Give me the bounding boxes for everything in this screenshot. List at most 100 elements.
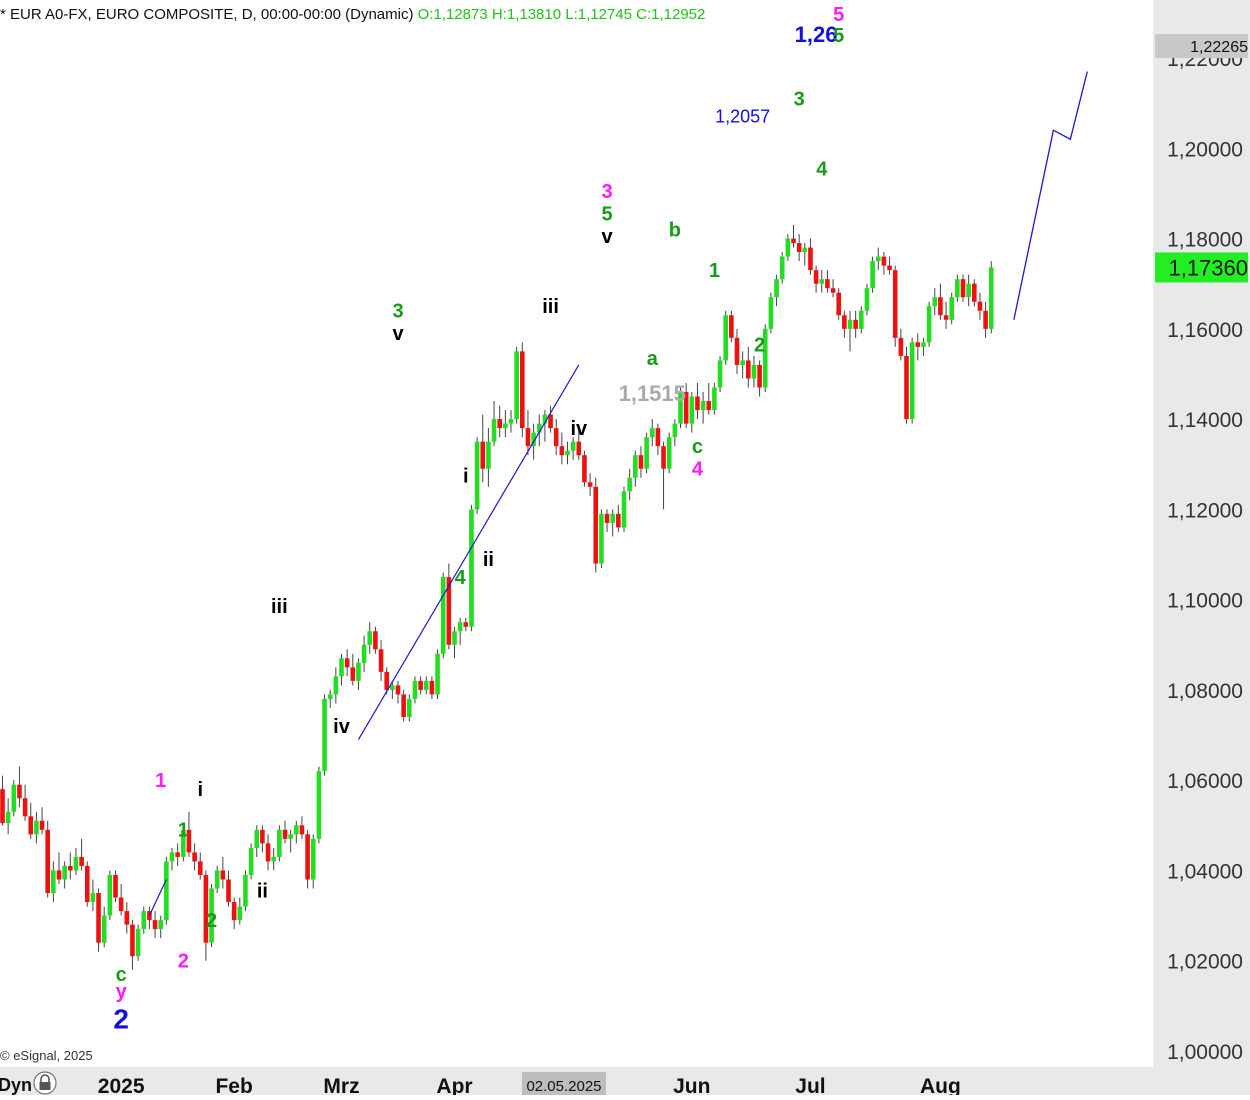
candle-up	[181, 829, 186, 857]
candle-down	[186, 829, 192, 853]
candle-down	[68, 865, 73, 871]
candle-up	[955, 279, 960, 298]
candle-up	[237, 906, 243, 921]
wave-label: 5	[601, 203, 612, 225]
candle-up	[932, 297, 938, 307]
candle-down	[593, 486, 599, 564]
trendline	[357, 364, 580, 740]
wave-label: iii	[542, 296, 559, 318]
wave-label: c	[692, 436, 703, 458]
candle-down	[830, 288, 836, 293]
candle-down	[418, 680, 423, 690]
candle-down	[22, 798, 28, 817]
candle-up	[367, 631, 373, 645]
price-axis: 1,220001,200001,180001,160001,140001,120…	[1155, 34, 1248, 1064]
candle-up	[435, 653, 440, 695]
candle-up	[164, 861, 169, 921]
candle-up	[135, 929, 141, 957]
wave-label: 1	[178, 820, 189, 842]
candle-down	[616, 513, 621, 528]
candle-down	[960, 279, 966, 298]
candle-down	[220, 870, 226, 880]
candle-down	[350, 667, 356, 681]
candle-down	[429, 680, 435, 695]
time-tick-label: Jul	[795, 1075, 825, 1095]
candle-down	[192, 852, 197, 862]
candle-down	[113, 874, 118, 898]
candle-up	[412, 680, 418, 699]
candle-up	[678, 392, 683, 424]
candle-up	[361, 644, 367, 663]
candle-up	[316, 771, 322, 839]
candle-down	[118, 897, 124, 912]
candle-up	[169, 852, 175, 862]
candle-up	[774, 279, 779, 298]
candle-up	[271, 856, 276, 862]
candle-down	[853, 319, 858, 329]
candle-down	[548, 414, 553, 429]
wave-label: i	[197, 779, 203, 801]
candle-down	[197, 861, 203, 875]
candle-down	[463, 622, 469, 627]
candle-down	[836, 292, 841, 316]
candle-up	[740, 360, 745, 365]
candle-down	[887, 265, 892, 271]
time-tick-label: 2025	[98, 1075, 145, 1095]
candle-up	[988, 267, 994, 329]
candle-up	[966, 283, 971, 298]
last-price-marker	[1155, 252, 1248, 283]
candles-group	[0, 225, 994, 970]
wave-label: 4	[816, 158, 828, 180]
candle-up	[486, 441, 491, 469]
price-tick-label: 1,06000	[1167, 770, 1243, 793]
wave-label: 2	[113, 1003, 129, 1034]
candle-up	[62, 865, 67, 880]
wave-label: a	[647, 348, 659, 370]
candle-up	[11, 784, 17, 812]
lock-icon[interactable]	[33, 1071, 57, 1095]
candle-down	[604, 513, 610, 523]
wave-label: 1,1515	[619, 381, 686, 406]
price-tick-label: 1,00000	[1167, 1041, 1243, 1064]
candle-up	[90, 893, 96, 903]
wave-label: 1,26	[795, 22, 838, 47]
candle-up	[536, 423, 542, 433]
candle-up	[294, 825, 299, 835]
candle-up	[717, 360, 723, 388]
candle-down	[130, 924, 135, 957]
wave-label: 2	[178, 950, 189, 972]
candle-down	[96, 893, 101, 943]
candle-up	[723, 315, 728, 361]
candle-up	[599, 513, 604, 564]
candle-down	[395, 685, 401, 695]
candle-down	[729, 315, 734, 338]
wave-label: i	[463, 465, 469, 487]
candle-down	[938, 297, 943, 316]
candle-down	[746, 360, 751, 379]
candle-down	[373, 631, 378, 650]
candle-down	[791, 238, 796, 244]
candle-down	[17, 784, 22, 799]
time-tick-label: Mrz	[323, 1075, 359, 1095]
candle-up	[503, 423, 508, 429]
candle-down	[378, 649, 384, 672]
price-tick-label: 1,18000	[1167, 229, 1243, 252]
candle-up	[254, 829, 260, 848]
trendline	[148, 879, 167, 916]
candle-down	[124, 911, 130, 925]
candle-down	[757, 364, 762, 388]
candle-down	[706, 401, 712, 411]
candle-up	[34, 820, 39, 835]
candle-up	[440, 577, 446, 654]
top-price-label: 1,22265	[1190, 39, 1248, 56]
candle-down	[977, 301, 983, 311]
candle-up	[508, 419, 514, 424]
candle-down	[683, 392, 689, 424]
copyright-text: © eSignal, 2025	[0, 1048, 93, 1063]
price-tick-label: 1,16000	[1167, 319, 1243, 342]
candle-down	[734, 337, 740, 365]
candle-up	[514, 351, 519, 420]
